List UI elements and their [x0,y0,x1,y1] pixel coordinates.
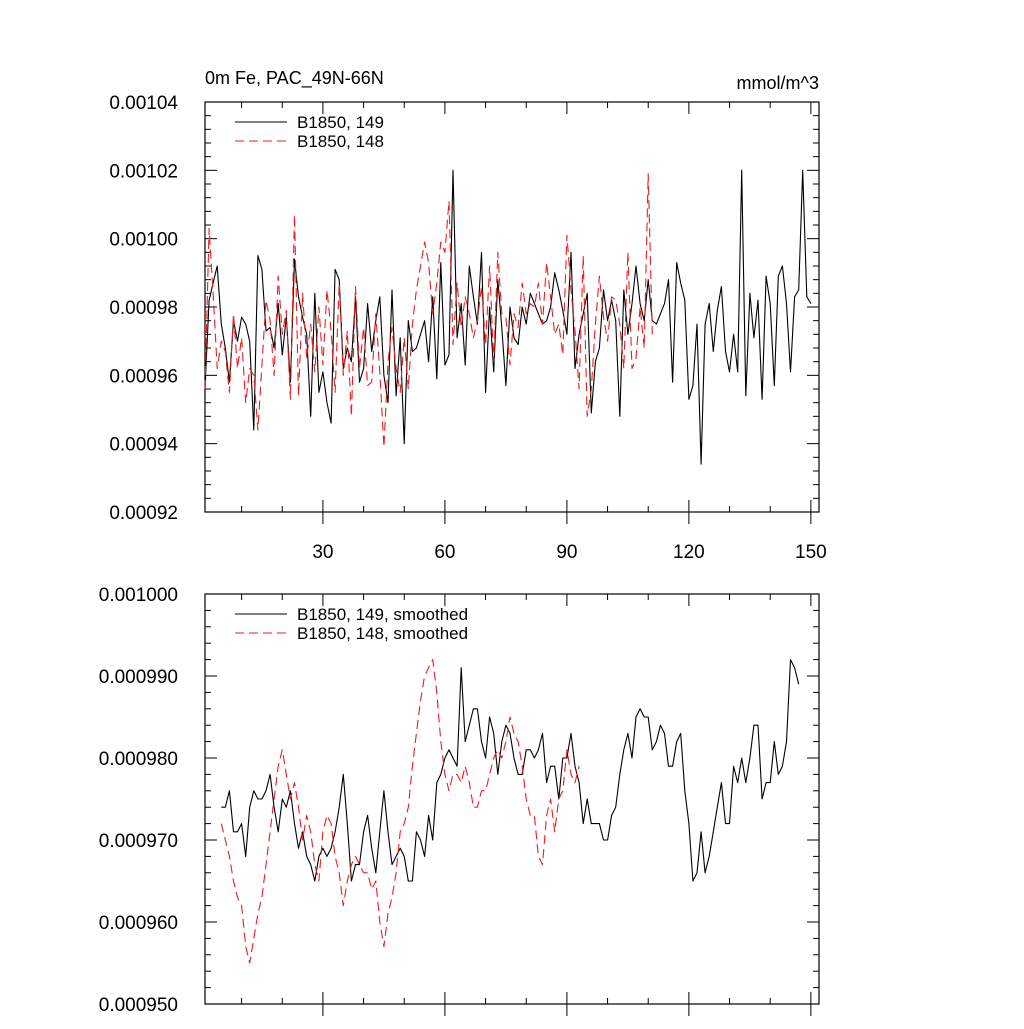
y-tick-label: 0.00094 [109,435,178,456]
y-tick-label: 0.000970 [99,831,178,852]
y-tick-label: 0.000950 [99,995,178,1016]
y-tick-label: 0.000990 [99,667,178,688]
y-tick-label: 0.00096 [109,366,178,387]
legend-entry: B1850, 149 [297,113,384,132]
x-tick-label: 150 [795,542,827,563]
y-tick-label: 0.00102 [109,161,178,182]
y-tick-label: 0.00092 [109,503,178,524]
y-tick-label: 0.00104 [109,93,178,114]
x-tick-label: 30 [312,542,333,563]
y-tick-label: 0.00100 [109,230,178,251]
plot-frame [204,101,820,513]
series-line-2 [220,659,580,964]
plot-frame [204,593,820,1005]
legend-entry: B1850, 149, smoothed [297,605,468,624]
x-tick-label: 60 [434,542,455,563]
y-tick-label: 0.000980 [99,749,178,770]
chart-title: 0m Fe, PAC_49N-66N [205,68,384,89]
chart-units: mmol/m^3 [737,73,819,93]
legend-entry: B1850, 148 [297,132,384,151]
x-tick-label: 120 [673,542,705,563]
series-line-2 [204,173,653,448]
series-line-1 [221,659,800,882]
x-tick-label: 90 [556,542,577,563]
series-line-1 [204,169,812,465]
y-tick-label: 0.001000 [99,585,178,606]
legend-entry: B1850, 148, smoothed [297,624,468,643]
y-tick-label: 0.00098 [109,298,178,319]
y-tick-label: 0.000960 [99,913,178,934]
